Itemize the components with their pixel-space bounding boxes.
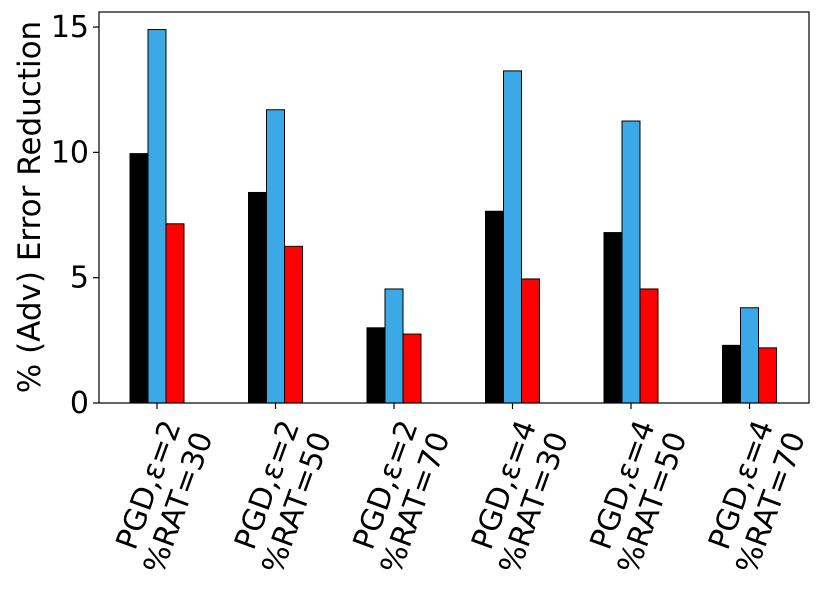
- bar-series3-2: [284, 245, 303, 404]
- y-tick-label: 5: [70, 261, 89, 296]
- bars-layer: [129, 29, 777, 404]
- x-tick-label: PGD,ε=4%RAT=30: [461, 416, 576, 579]
- x-axis: PGD,ε=2%RAT=30 PGD,ε=2%RAT=50 PGD,ε=2%RAT=…: [105, 403, 813, 579]
- bar-series2-3: [384, 288, 404, 404]
- x-tick-label: PGD,ε=2%RAT=30: [105, 416, 220, 579]
- bar-series2-6: [740, 307, 759, 404]
- x-tick-label: PGD,ε=2%RAT=70: [342, 416, 457, 579]
- bar-series3-6: [758, 347, 777, 404]
- bar-series3-4: [521, 278, 540, 404]
- y-tick-label: 10: [51, 135, 89, 170]
- x-tick-label: PGD,ε=4%RAT=50: [579, 416, 694, 579]
- bar-series2-1: [147, 29, 167, 404]
- y-tick-label: 0: [70, 386, 89, 421]
- bar-series2-2: [266, 109, 285, 404]
- x-tick-label: PGD,ε=2%RAT=50: [224, 416, 339, 579]
- bar-series3-1: [165, 223, 185, 404]
- plot-frame: [98, 11, 810, 404]
- y-axis: 0 5 10 15: [51, 10, 99, 421]
- bar-series1-6: [722, 344, 741, 404]
- bar-series3-3: [402, 333, 422, 404]
- bar-series1-4: [485, 210, 504, 404]
- y-tick-label: 15: [51, 10, 89, 45]
- bar-series2-5: [621, 120, 641, 404]
- x-tick-label: PGD,ε=4%RAT=70: [698, 416, 813, 579]
- bar-series1-2: [248, 191, 267, 404]
- y-axis-label: % (Adv) Error Reduction: [12, 21, 48, 393]
- bar-series2-4: [503, 70, 522, 404]
- bar-series1-3: [366, 327, 386, 404]
- bar-series3-5: [639, 288, 659, 404]
- bar-series1-5: [603, 232, 623, 404]
- bar-series1-1: [129, 153, 149, 404]
